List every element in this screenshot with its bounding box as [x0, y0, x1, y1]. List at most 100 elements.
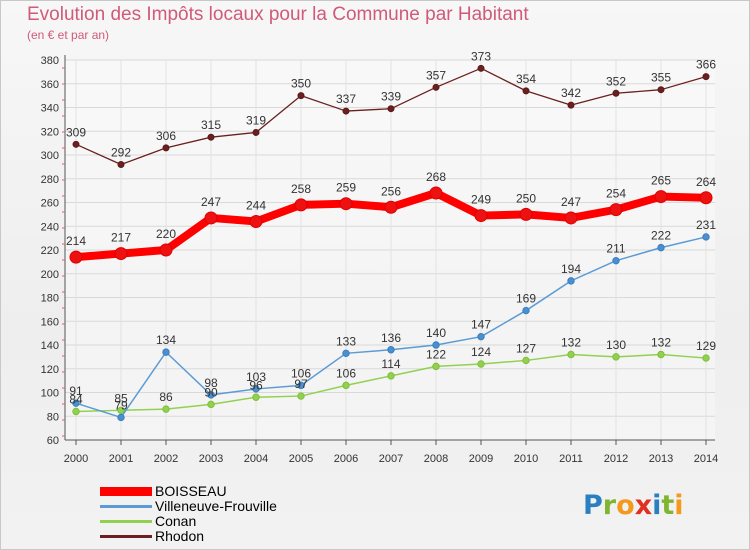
data-label-rhodon: 315 [201, 118, 221, 132]
x-tick-label: 2006 [334, 453, 358, 465]
data-label-boisseau: 247 [561, 195, 581, 209]
data-label-rhodon: 357 [426, 68, 446, 82]
data-label-rhodon: 337 [336, 92, 356, 106]
data-label-boisseau: 217 [111, 231, 131, 245]
data-label-boisseau: 220 [156, 227, 176, 241]
data-point-boisseau [699, 191, 713, 205]
chart-title: Evolution des Impôts locaux pour la Comm… [27, 4, 529, 25]
logo-letter: P [583, 490, 603, 521]
x-tick-label: 2003 [199, 453, 223, 465]
data-point-boisseau [249, 215, 263, 228]
data-point-conan [567, 350, 575, 359]
x-tick-label: 2012 [604, 453, 628, 465]
y-tick-label: 80 [47, 411, 59, 423]
x-tick-label: 2009 [469, 453, 493, 465]
data-point-boisseau [384, 200, 398, 214]
y-tick-label: 100 [41, 388, 59, 400]
data-point-villeneuve-frouville [432, 341, 440, 349]
data-label-boisseau: 247 [201, 195, 221, 209]
legend-label-rhodon: Rhodon [155, 528, 205, 544]
logo-letter: o [616, 490, 635, 521]
legend-label-conan: Conan [155, 513, 197, 529]
y-tick-label: 220 [41, 245, 59, 257]
data-label-conan: 127 [516, 341, 536, 355]
data-label-rhodon: 339 [381, 90, 401, 104]
y-tick-label: 120 [41, 364, 59, 376]
data-label-boisseau: 250 [516, 191, 536, 205]
data-point-conan [522, 356, 530, 365]
y-tick-label: 180 [41, 293, 59, 305]
data-label-conan: 85 [114, 391, 128, 405]
logo-letter: i [674, 490, 684, 521]
data-point-villeneuve-frouville [612, 256, 620, 265]
x-tick-label: 2001 [109, 453, 133, 465]
data-label-boisseau: 258 [291, 182, 311, 196]
y-tick-label: 340 [41, 103, 59, 115]
x-tick-label: 2014 [694, 453, 718, 465]
data-point-rhodon [252, 128, 260, 136]
data-label-villeneuve-frouville: 211 [606, 242, 625, 256]
data-label-boisseau: 256 [381, 184, 401, 198]
data-label-villeneuve-frouville: 140 [426, 326, 446, 340]
data-label-conan: 114 [381, 357, 400, 371]
data-point-rhodon [72, 140, 80, 148]
data-point-villeneuve-frouville [702, 233, 710, 241]
data-label-conan: 86 [159, 390, 173, 404]
data-label-rhodon: 309 [66, 125, 86, 139]
logo-letter: i [652, 490, 662, 521]
legend-swatch-rhodon [100, 535, 152, 538]
data-label-boisseau: 254 [606, 187, 626, 201]
y-tick-label: 280 [41, 174, 59, 186]
y-tick-label: 60 [47, 435, 59, 447]
data-point-conan [342, 381, 350, 390]
data-label-boisseau: 268 [426, 170, 446, 184]
data-point-villeneuve-frouville [387, 346, 395, 354]
data-label-villeneuve-frouville: 231 [696, 218, 716, 232]
legend-swatch-conan [100, 520, 152, 523]
data-label-boisseau: 214 [66, 234, 86, 248]
y-tick-label: 320 [41, 126, 59, 138]
data-label-conan: 130 [606, 338, 626, 352]
data-label-conan: 129 [696, 339, 716, 353]
data-point-boisseau [609, 203, 623, 217]
data-label-conan: 124 [471, 345, 491, 359]
data-label-villeneuve-frouville: 106 [291, 366, 311, 380]
data-point-boisseau [564, 211, 578, 225]
data-point-rhodon [432, 83, 440, 91]
data-label-villeneuve-frouville: 169 [516, 292, 536, 306]
logo-letter: x [634, 490, 653, 521]
data-point-rhodon [702, 73, 710, 81]
data-point-villeneuve-frouville [207, 391, 215, 399]
data-point-villeneuve-frouville [297, 381, 305, 390]
y-tick-label: 140 [41, 340, 59, 352]
y-tick-label: 300 [41, 150, 59, 162]
data-point-rhodon [207, 133, 215, 141]
data-point-boisseau [294, 198, 308, 212]
data-point-conan [387, 372, 395, 380]
data-point-boisseau [114, 247, 128, 261]
y-tick-label: 380 [41, 55, 59, 67]
y-tick-label: 160 [41, 316, 59, 328]
data-label-conan: 84 [69, 393, 83, 407]
data-point-conan [72, 407, 80, 416]
logo-letter: t [661, 490, 675, 521]
data-point-conan [252, 393, 260, 401]
logo-letter: r [602, 490, 617, 521]
x-tick-label: 2002 [154, 453, 178, 465]
data-label-villeneuve-frouville: 194 [561, 262, 581, 276]
legend-label-villeneuve-frouville: Villeneuve-Frouville [155, 498, 277, 514]
data-point-rhodon [657, 86, 665, 94]
data-point-villeneuve-frouville [342, 349, 350, 358]
data-point-villeneuve-frouville [567, 277, 575, 285]
data-point-villeneuve-frouville [657, 243, 665, 252]
data-point-conan [432, 362, 440, 371]
x-tick-label: 2000 [64, 453, 88, 465]
data-point-conan [162, 405, 170, 413]
data-point-conan [612, 353, 620, 361]
data-point-boisseau [519, 207, 533, 221]
y-tick-label: 200 [41, 269, 59, 281]
data-point-conan [297, 392, 305, 400]
data-point-conan [477, 360, 485, 368]
data-label-rhodon: 292 [111, 146, 131, 160]
x-tick-label: 2004 [244, 453, 268, 465]
